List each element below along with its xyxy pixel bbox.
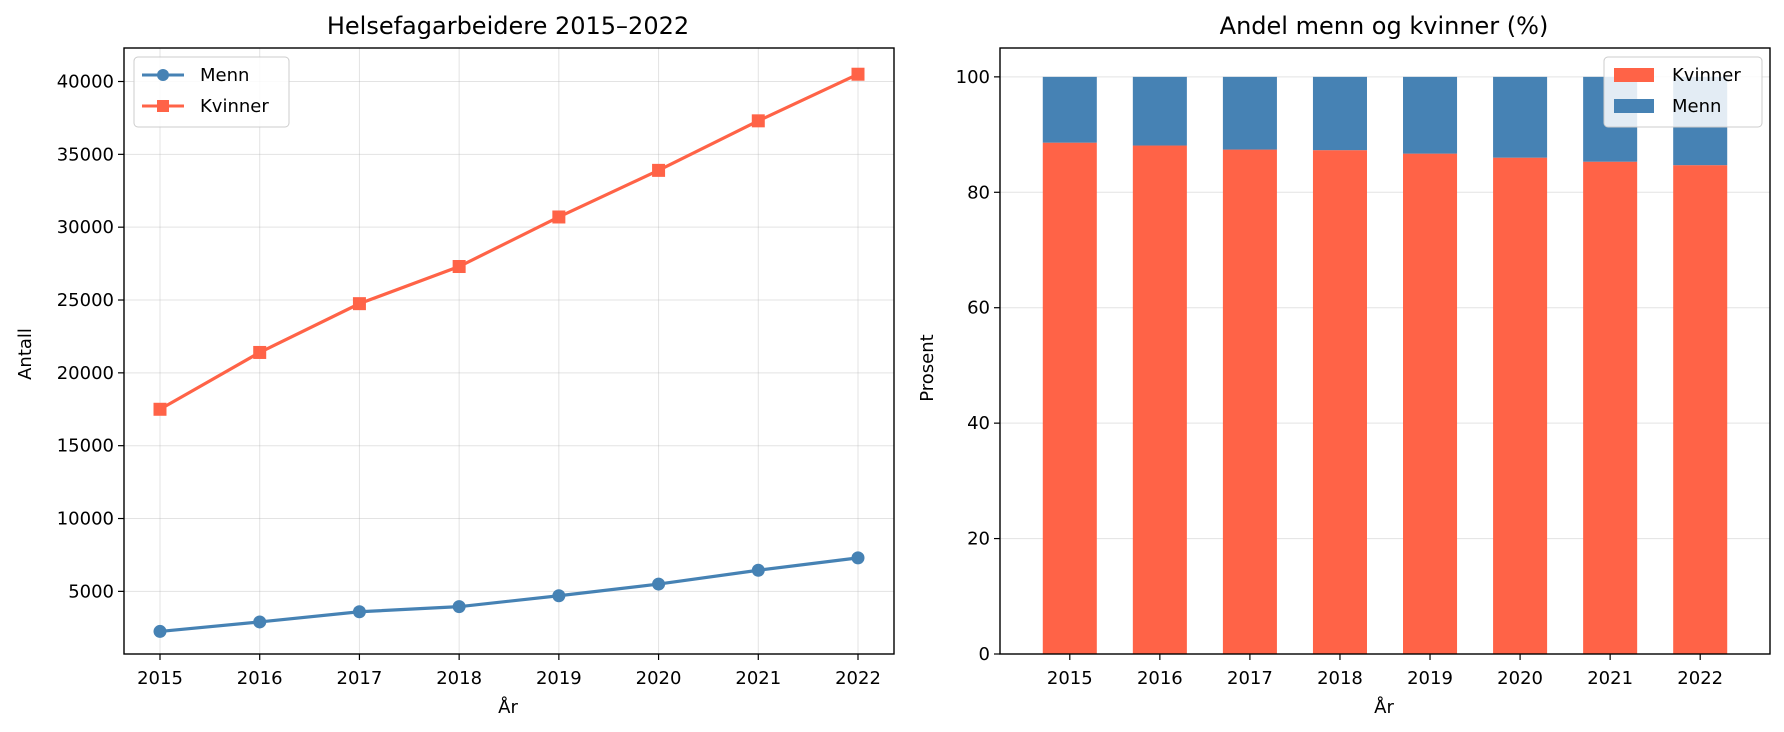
y-tick-label: 20000	[57, 363, 114, 384]
x-tick-label: 2018	[436, 668, 482, 689]
line-chart-ylabel: Antall	[15, 328, 36, 380]
x-tick-label: 2020	[1497, 668, 1543, 689]
bar-kvinner	[1673, 165, 1728, 654]
x-tick-label: 2021	[735, 668, 781, 689]
x-tick-label: 2021	[1587, 668, 1633, 689]
data-point-kvinner	[652, 163, 666, 177]
data-point-kvinner	[751, 114, 765, 128]
data-point-kvinner	[452, 260, 466, 274]
series-line-menn	[159, 556, 859, 634]
y-tick-label: 15000	[57, 436, 114, 457]
y-tick-label: 10000	[57, 509, 114, 530]
legend-kvinner-marker	[157, 100, 169, 112]
bar-kvinner	[1493, 157, 1548, 654]
x-tick-label: 2019	[536, 668, 582, 689]
x-tick-label: 2017	[337, 668, 383, 689]
y-tick-label: 80	[967, 182, 990, 203]
x-tick-label: 2020	[636, 668, 682, 689]
y-tick-label: 60	[967, 298, 990, 319]
bar-chart-ticks: 0 20 40 60 80 100 2015 2016 2017 2018 2019 2020 2021…	[956, 67, 1723, 689]
line-chart-title: Helsefagarbeidere 2015–2022	[327, 12, 689, 40]
y-tick-label: 100	[956, 67, 990, 88]
y-tick-label: 40000	[57, 72, 114, 93]
legend-menn-marker	[157, 69, 169, 81]
bar-menn	[1403, 76, 1458, 154]
bar-chart-xlabel: År	[1374, 696, 1394, 718]
bar-chart-grid	[1000, 76, 1770, 655]
x-tick-label: 2022	[1677, 668, 1723, 689]
line-chart: Helsefagarbeidere 2015–2022 År Antall 20…	[15, 12, 895, 718]
y-tick-label: 40	[967, 413, 990, 434]
x-tick-label: 2022	[835, 668, 881, 689]
line-chart-series	[153, 67, 865, 638]
data-point-menn	[352, 605, 366, 619]
data-point-menn	[153, 624, 167, 638]
bar-kvinner	[1312, 150, 1367, 654]
bar-menn	[1493, 76, 1548, 158]
bar-menn	[1222, 76, 1277, 150]
data-point-menn	[452, 600, 466, 614]
y-tick-label: 0	[979, 644, 990, 665]
bar-chart-title: Andel menn og kvinner (%)	[1220, 12, 1549, 40]
x-tick-label: 2018	[1317, 668, 1363, 689]
line-chart-grid	[124, 48, 894, 654]
data-point-menn	[652, 577, 666, 591]
bar-kvinner	[1583, 161, 1638, 654]
data-point-menn	[253, 615, 267, 629]
x-tick-label: 2015	[1047, 668, 1093, 689]
y-tick-label: 35000	[57, 144, 114, 165]
bar-menn	[1042, 76, 1097, 143]
x-tick-label: 2016	[1137, 668, 1183, 689]
data-point-kvinner	[851, 67, 865, 81]
x-tick-label: 2019	[1407, 668, 1453, 689]
bar-chart-ylabel: Prosent	[917, 334, 938, 401]
legend-kvinner-label: Kvinner	[200, 96, 269, 117]
bar-menn	[1132, 76, 1187, 146]
y-tick-label: 25000	[57, 290, 114, 311]
data-point-menn	[751, 563, 765, 577]
bar-menn	[1312, 76, 1367, 151]
data-point-menn	[851, 551, 865, 565]
x-tick-label: 2015	[137, 668, 183, 689]
data-point-kvinner	[253, 345, 267, 359]
legend-bar-kvinner-label: Kvinner	[1672, 65, 1741, 86]
x-tick-label: 2016	[237, 668, 283, 689]
bar-kvinner	[1403, 153, 1458, 655]
legend-menn-swatch	[1614, 99, 1654, 113]
bar-chart-legend: Kvinner Menn	[1603, 56, 1763, 128]
bar-kvinner	[1222, 149, 1277, 654]
legend-menn-label: Menn	[200, 65, 249, 86]
bar-chart-frame	[999, 47, 1771, 655]
line-chart-frame	[123, 47, 895, 655]
y-tick-label: 5000	[68, 581, 114, 602]
bar-kvinner	[1132, 145, 1187, 654]
data-point-kvinner	[352, 297, 366, 311]
bar-chart-bars	[1042, 76, 1728, 655]
bar-chart: Andel menn og kvinner (%) År Prosent 0 20…	[917, 12, 1771, 718]
line-chart-legend: Menn Kvinner	[133, 56, 290, 128]
legend-kvinner-swatch	[1614, 68, 1654, 82]
data-point-menn	[552, 589, 566, 603]
series-line-kvinner	[159, 72, 859, 411]
data-point-kvinner	[552, 210, 566, 224]
data-point-kvinner	[153, 402, 167, 416]
line-chart-ticks: 2015 2016 2017 2018 2019 2020 2021 2022 5000 1000…	[57, 72, 881, 689]
line-chart-xlabel: År	[498, 696, 518, 718]
legend-bar-menn-label: Menn	[1672, 96, 1721, 117]
y-tick-label: 20	[967, 529, 990, 550]
bar-kvinner	[1042, 142, 1097, 654]
y-tick-label: 30000	[57, 217, 114, 238]
x-tick-label: 2017	[1227, 668, 1273, 689]
